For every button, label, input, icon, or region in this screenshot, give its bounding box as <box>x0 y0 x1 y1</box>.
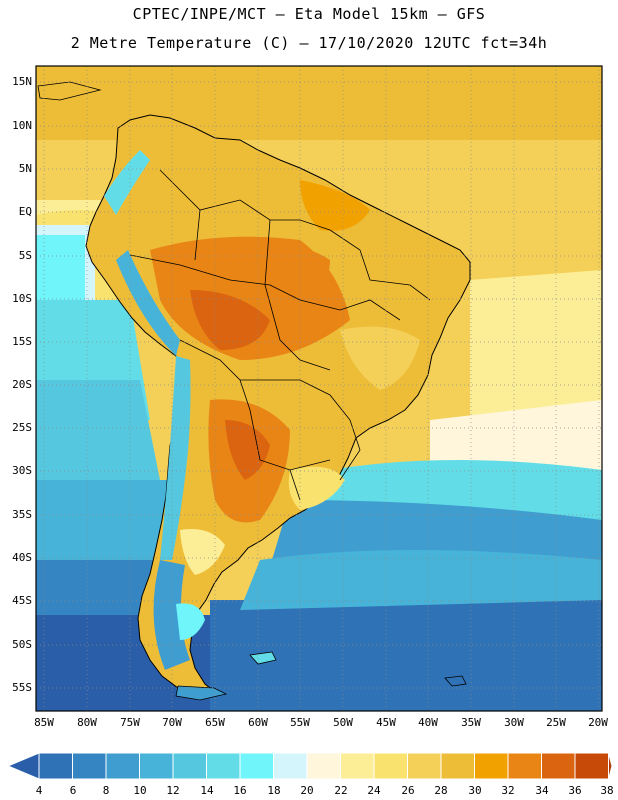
colorbar-arrow-low <box>6 752 40 780</box>
colorbar-label: 6 <box>69 784 77 797</box>
map-field <box>36 66 602 711</box>
colorbar-label: 26 <box>401 784 415 797</box>
map-title: CPTEC/INPE/MCT – Eta Model 15km – GFS <box>132 5 486 23</box>
lat-label: 15N <box>12 75 32 88</box>
lon-label: 35W <box>461 716 481 729</box>
lon-label: 80W <box>77 716 97 729</box>
colorbar-segment <box>474 752 509 780</box>
colorbar-label: 32 <box>501 784 515 797</box>
colorbar-segment <box>273 752 308 780</box>
colorbar-segment <box>507 752 542 780</box>
colorbar-segment <box>440 752 475 780</box>
colorbar-segment <box>373 752 408 780</box>
colorbar-label: 14 <box>200 784 214 797</box>
lat-label: 55S <box>12 681 32 694</box>
colorbar-label: 8 <box>102 784 110 797</box>
lon-label: 70W <box>162 716 182 729</box>
lat-label: 45S <box>12 594 32 607</box>
map-frame <box>35 65 603 712</box>
colorbar-segment <box>407 752 442 780</box>
lon-label: 30W <box>504 716 524 729</box>
colorbar-label: 16 <box>233 784 247 797</box>
lat-label: 15S <box>12 335 32 348</box>
lat-label: 20S <box>12 378 32 391</box>
colorbar-segment <box>72 752 107 780</box>
colorbar-segment <box>574 752 609 780</box>
colorbar-label: 22 <box>334 784 348 797</box>
colorbar-label: 24 <box>367 784 381 797</box>
colorbar-label: 38 <box>600 784 614 797</box>
lat-label: 30S <box>12 464 32 477</box>
colorbar-segment <box>206 752 241 780</box>
colorbar-segment <box>340 752 375 780</box>
colorbar-label: 28 <box>434 784 448 797</box>
lon-label: 55W <box>290 716 310 729</box>
lon-label: 65W <box>205 716 225 729</box>
colorbar-segment <box>239 752 274 780</box>
lat-label: EQ <box>18 205 32 218</box>
colorbar-label: 36 <box>568 784 582 797</box>
colorbar-label: 4 <box>35 784 43 797</box>
lat-label: 25S <box>12 421 32 434</box>
colorbar-arrow-high <box>608 752 613 780</box>
lon-label: 75W <box>120 716 140 729</box>
map-subtitle: 2 Metre Temperature (C) – 17/10/2020 12U… <box>70 34 548 52</box>
lon-label: 85W <box>34 716 54 729</box>
lon-label: 40W <box>418 716 438 729</box>
colorbar-segment <box>38 752 73 780</box>
lon-label: 45W <box>376 716 396 729</box>
lat-label: 50S <box>12 638 32 651</box>
colorbar-segment <box>172 752 207 780</box>
colorbar-segment <box>306 752 341 780</box>
colorbar-label: 20 <box>300 784 314 797</box>
lat-label: 40S <box>12 551 32 564</box>
colorbar-segment <box>105 752 140 780</box>
lat-label: 5S <box>18 249 32 262</box>
colorbar-label: 12 <box>166 784 180 797</box>
lat-label: 10S <box>12 292 32 305</box>
colorbar-label: 10 <box>133 784 147 797</box>
lat-label: 35S <box>12 508 32 521</box>
colorbar-label: 18 <box>267 784 281 797</box>
lon-label: 20W <box>588 716 608 729</box>
lat-label: 5N <box>18 162 32 175</box>
lon-label: 50W <box>333 716 353 729</box>
lon-label: 60W <box>248 716 268 729</box>
colorbar <box>6 752 613 780</box>
lat-label: 10N <box>12 119 32 132</box>
lon-label: 25W <box>546 716 566 729</box>
colorbar-label: 34 <box>535 784 549 797</box>
colorbar-segment <box>139 752 174 780</box>
colorbar-label: 30 <box>468 784 482 797</box>
colorbar-segment <box>541 752 576 780</box>
